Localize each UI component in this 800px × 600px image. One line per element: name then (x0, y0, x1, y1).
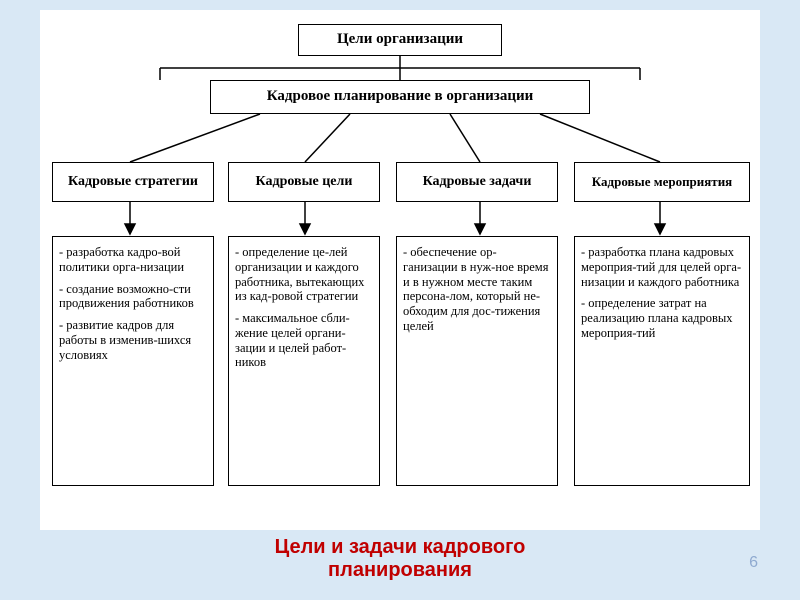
node-cat2-label: Кадровые цели (256, 174, 353, 190)
det2-item: - максимальное сбли-жение целей органи-з… (235, 311, 373, 370)
node-cat2: Кадровые цели (228, 162, 380, 202)
det1-item: - развитие кадров для работы в изменив-ш… (59, 318, 207, 362)
node-level2: Кадровое планирование в организации (210, 80, 590, 114)
caption-line2: планирования (0, 559, 800, 582)
det1-item: - разработка кадро-вой политики орга-низ… (59, 245, 207, 275)
node-level2-label: Кадровое планирование в организации (267, 88, 534, 105)
node-cat1-label: Кадровые стратегии (68, 174, 198, 190)
node-root-label: Цели организации (337, 31, 463, 48)
diagram-panel: Цели организации Кадровое планирование в… (40, 10, 760, 530)
node-det1: - разработка кадро-вой политики орга-низ… (52, 236, 214, 486)
page-number: 6 (749, 554, 758, 572)
det3-item: - обеспечение ор-ганизации в нуж-ное вре… (403, 245, 551, 334)
caption-line1: Цели и задачи кадрового (0, 536, 800, 559)
det4-item: - разработка плана кадровых мероприя-тий… (581, 245, 743, 289)
slide-caption: Цели и задачи кадрового планирования (0, 536, 800, 582)
node-root: Цели организации (298, 24, 502, 56)
node-cat1: Кадровые стратегии (52, 162, 214, 202)
det4-item: - определение затрат на реализацию плана… (581, 296, 743, 340)
node-cat4-label: Кадровые мероприятия (592, 175, 732, 190)
node-det4: - разработка плана кадровых мероприя-тий… (574, 236, 750, 486)
node-cat3: Кадровые задачи (396, 162, 558, 202)
det2-item: - определение це-лей организации и каждо… (235, 245, 373, 304)
node-det2: - определение це-лей организации и каждо… (228, 236, 380, 486)
node-det3: - обеспечение ор-ганизации в нуж-ное вре… (396, 236, 558, 486)
det1-item: - создание возможно-сти продвижения рабо… (59, 282, 207, 312)
node-cat4: Кадровые мероприятия (574, 162, 750, 202)
node-cat3-label: Кадровые задачи (423, 174, 532, 190)
